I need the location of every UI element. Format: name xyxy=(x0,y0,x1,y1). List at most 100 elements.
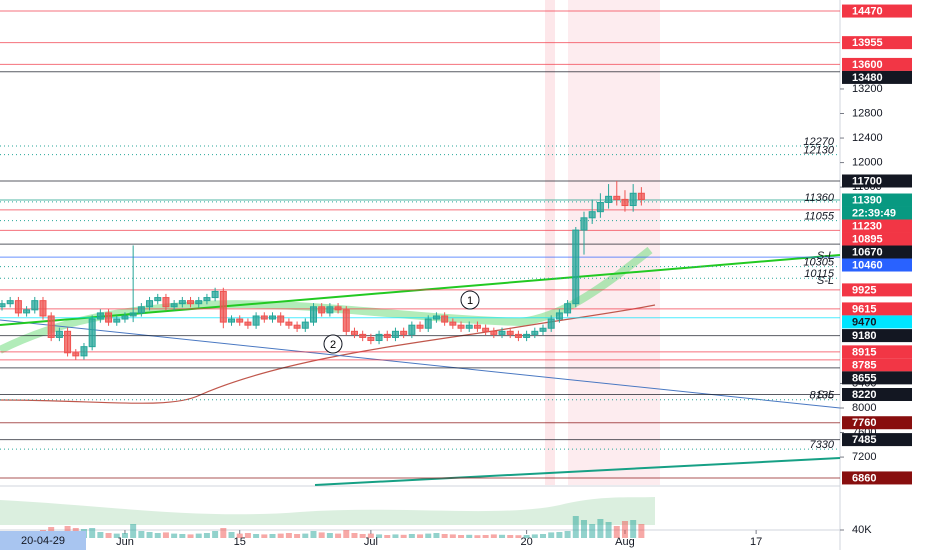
level-label-box xyxy=(842,245,912,259)
candle-body xyxy=(424,318,432,329)
candle-body xyxy=(391,330,399,338)
volume-bar xyxy=(244,533,251,538)
volume-bar xyxy=(540,534,547,538)
candle-body xyxy=(400,330,408,335)
y-tick-label: 12400 xyxy=(852,132,883,144)
volume-bar xyxy=(146,532,153,538)
volume-bar xyxy=(253,534,260,538)
volume-bar xyxy=(507,535,514,538)
volume-bar xyxy=(212,531,219,538)
trend-line xyxy=(0,319,841,409)
volume-bar xyxy=(359,534,366,538)
level-label: 13955 xyxy=(852,37,883,49)
x-tick-label: Jul xyxy=(364,536,378,548)
y-tick-label: 12800 xyxy=(852,107,883,119)
candle-body xyxy=(170,303,178,308)
volume-bar xyxy=(203,533,210,538)
x-tick-label: Jun xyxy=(116,536,134,548)
candle-body xyxy=(408,324,416,335)
candle-body xyxy=(473,324,481,329)
candle-body xyxy=(252,315,260,326)
level-label-box xyxy=(842,57,912,71)
level-label-box xyxy=(842,315,912,329)
level-label: 10670 xyxy=(852,246,883,258)
volume-bar xyxy=(302,533,309,538)
candle-body xyxy=(293,324,301,329)
candle-body xyxy=(96,312,104,320)
marker-circle xyxy=(323,334,343,354)
level-note: 11360 xyxy=(804,192,835,204)
level-label: 11700 xyxy=(852,175,882,187)
candle-body xyxy=(137,306,145,314)
volume-bar xyxy=(433,533,440,538)
volume-bar xyxy=(294,534,301,538)
level-label: 14470 xyxy=(852,5,883,17)
candle-body xyxy=(531,330,539,335)
candle-body xyxy=(350,330,358,335)
level-note: 12270 xyxy=(803,136,834,148)
level-label-box xyxy=(842,345,912,359)
level-label: 8220 xyxy=(852,389,876,401)
level-label-box xyxy=(842,388,912,402)
volume-bar xyxy=(449,534,456,538)
level-label-box xyxy=(842,302,912,316)
level-label-box xyxy=(842,70,912,84)
volume-bar xyxy=(589,524,596,538)
candle-body xyxy=(564,303,572,314)
candle-body xyxy=(260,315,268,320)
candle-body xyxy=(121,315,129,320)
candle-body xyxy=(342,309,350,332)
level-label-box xyxy=(842,36,912,50)
cursor-label: 20-04-29 xyxy=(21,535,65,547)
level-label: 9470 xyxy=(852,316,876,328)
volume-bar xyxy=(367,533,374,538)
candle-body xyxy=(637,192,645,200)
volume-bar xyxy=(605,522,612,538)
level-label-box xyxy=(842,283,912,297)
volume-bar xyxy=(613,526,620,538)
candle-body xyxy=(482,327,490,332)
candle-body xyxy=(309,306,317,323)
candle-body xyxy=(555,312,563,320)
level-label: 6860 xyxy=(852,472,876,484)
candle-body xyxy=(588,211,596,219)
volume-bar xyxy=(187,534,194,538)
volume-bar xyxy=(548,532,555,538)
level-label: 8915 xyxy=(852,346,876,358)
y-tick-label: 7200 xyxy=(852,451,876,463)
candle-body xyxy=(129,312,137,317)
candle-body xyxy=(367,336,375,342)
level-note: 8135 xyxy=(810,390,835,402)
candle-body xyxy=(178,300,186,305)
candle-body xyxy=(6,300,14,305)
volume-bar xyxy=(171,533,178,538)
volume-bar xyxy=(417,534,424,538)
level-label-box xyxy=(842,329,912,343)
level-label-box xyxy=(842,258,912,272)
volume-bar xyxy=(384,535,391,538)
candle-body xyxy=(47,315,55,338)
volume-bar xyxy=(228,532,235,538)
volume-bar xyxy=(515,535,522,538)
countdown-label-box xyxy=(842,206,912,220)
countdown-label: 22:39:49 xyxy=(852,207,896,219)
candle-body xyxy=(236,318,244,323)
volume-bar xyxy=(318,532,325,538)
volume-bar xyxy=(490,534,497,538)
volume-bar xyxy=(580,520,587,538)
level-label-box xyxy=(842,416,912,430)
volume-bar xyxy=(310,531,317,538)
cursor-label-box xyxy=(0,531,86,550)
volume-bar xyxy=(474,535,481,538)
level-label-box xyxy=(842,371,912,385)
volume-bar xyxy=(220,528,227,538)
level-label: 9925 xyxy=(852,284,876,296)
candle-body xyxy=(277,315,285,323)
x-tick-label: Aug xyxy=(615,536,635,548)
volume-bar xyxy=(261,534,268,538)
level-label-box xyxy=(842,358,912,372)
y-tick-label: 13200 xyxy=(852,83,883,95)
candle-body xyxy=(105,312,113,323)
